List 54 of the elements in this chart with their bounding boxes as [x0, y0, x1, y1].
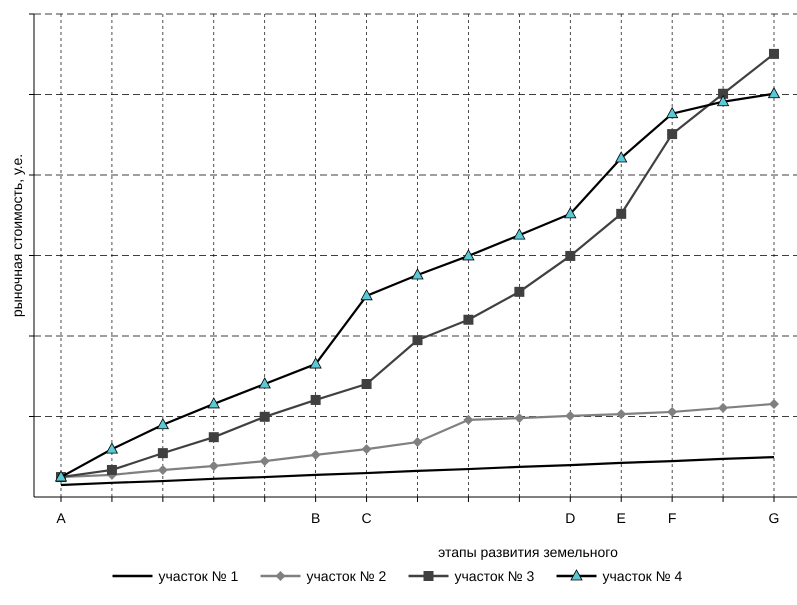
point [208, 432, 219, 442]
point [106, 464, 117, 475]
point [565, 250, 576, 261]
point [769, 398, 779, 409]
x-tick-label: F [668, 510, 676, 526]
x-tick-label: C [362, 510, 372, 526]
point [156, 418, 169, 430]
point [260, 456, 270, 466]
point [463, 414, 474, 425]
point [310, 394, 321, 405]
point [462, 250, 474, 260]
point [310, 450, 321, 460]
point [360, 289, 372, 300]
point [260, 412, 270, 422]
point [514, 286, 524, 297]
legend-label: участок № 4 [602, 568, 683, 584]
y-axis-title: рыночная стоимость, у.е. [9, 154, 25, 318]
point [208, 460, 219, 471]
point [258, 378, 271, 388]
point [362, 444, 372, 454]
point [564, 207, 576, 218]
point [565, 410, 576, 421]
x-tick-label: A [56, 510, 66, 526]
point [769, 48, 779, 59]
point [667, 406, 678, 417]
x-axis-title: этапы развития земельного [438, 544, 618, 560]
point [158, 464, 168, 475]
x-tick-label: E [616, 510, 626, 526]
x-tick-label: D [565, 510, 576, 526]
point [412, 335, 422, 346]
point [514, 413, 524, 424]
point [717, 95, 729, 106]
point [667, 129, 678, 140]
legend-label: участок № 2 [306, 568, 387, 584]
legend-label: участок № 1 [158, 568, 239, 584]
point [616, 409, 626, 420]
point [362, 379, 372, 390]
point [718, 402, 728, 413]
point [616, 208, 626, 219]
point [513, 228, 526, 240]
legend-label: участок № 3 [454, 568, 535, 584]
point [412, 437, 422, 448]
point [666, 107, 678, 118]
x-tick-label: B [310, 510, 320, 526]
point [718, 88, 728, 99]
point [158, 448, 168, 458]
point [463, 314, 474, 325]
point [106, 442, 118, 454]
point [615, 152, 628, 162]
x-tick-label: G [768, 510, 780, 526]
point [208, 398, 220, 408]
point [412, 268, 424, 280]
point [768, 87, 780, 98]
point [310, 358, 322, 368]
